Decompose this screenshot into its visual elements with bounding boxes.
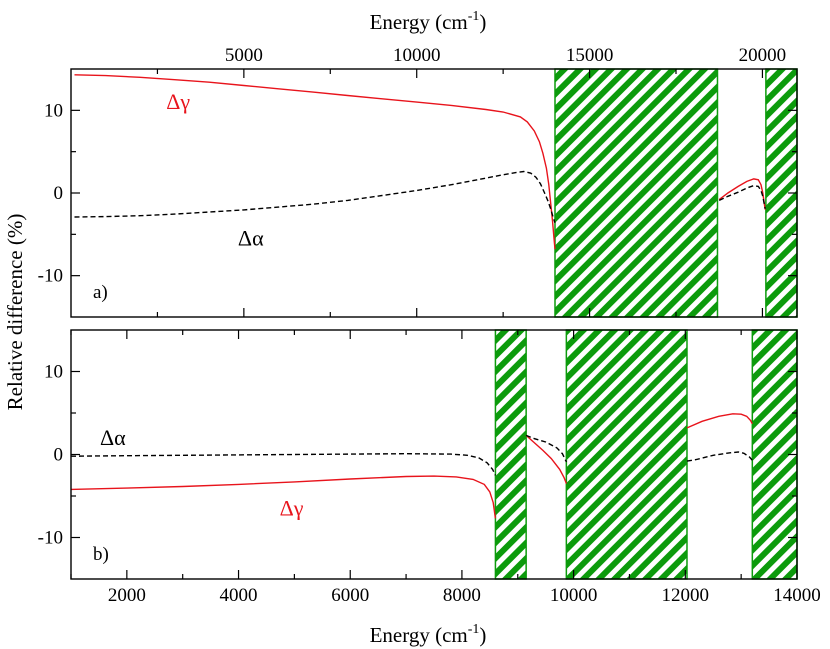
delta-gamma-line [686,413,753,429]
delta-gamma-line [74,74,556,250]
series-annotation: Δα [238,225,264,250]
panel-b-annotations: Δα Δγ [100,425,304,521]
x-axis-title-text: Energy (cm [370,623,468,647]
delta-alpha-line [74,170,556,224]
panel-b-series [70,413,753,519]
x-tick-label: 14000 [773,585,821,606]
y-tick-label: -10 [38,528,63,549]
x-axis-title-close: ) [479,623,486,647]
x-tick-label: 10000 [550,585,598,606]
panel-a-tick-labels: 5000 10000 15000 20000 -10 0 10 [38,45,787,287]
delta-alpha-line [686,451,753,462]
x-tick-label: 4000 [220,585,258,606]
series-annotation: Δγ [166,89,190,114]
delta-alpha-line [718,184,766,209]
x-tick-label: 15000 [566,45,614,66]
y-axis-title: Relative difference (%) [3,214,27,411]
panel-b-shaded-bands [494,329,798,580]
panel-b-label: b) [93,544,109,565]
x-tick-label: 2000 [108,585,146,606]
shaded-band [554,68,719,318]
y-tick-label: 0 [54,445,64,466]
panel-a-series [74,74,766,250]
delta-gamma-line [718,178,766,210]
panel-a-shaded-bands [554,68,798,318]
series-annotation: Δα [100,425,126,450]
x-tick-label: 8000 [443,585,481,606]
panel-b-x-axis-title: Energy (cm-1) [370,622,487,647]
delta-alpha-line [525,434,568,463]
panel-b-ticks [70,330,798,579]
panel-a-chart: 5000 10000 15000 20000 -10 0 10 a) Δγ Δα Energy… [38,9,798,318]
panel-a-label: a) [93,282,108,303]
delta-alpha-line [70,452,497,476]
x-tick-label: 5000 [225,45,263,66]
panel-a-x-axis-title: Energy (cm-1) [370,9,487,34]
delta-gamma-line [70,475,497,519]
panel-a-ticks [71,69,797,317]
x-axis-title-superscript: -1 [468,9,480,24]
panel-a-annotations: Δγ Δα [166,89,264,250]
y-tick-label: 10 [44,362,63,383]
y-tick-label: 10 [44,100,63,121]
x-axis-title-text: Energy (cm [370,10,468,34]
shaded-band [565,329,688,580]
x-axis-title-superscript: -1 [468,622,480,637]
panel-b-tick-labels: 2000 4000 6000 8000 10000 12000 14000 -10 0 10 [38,362,821,607]
x-tick-label: 6000 [331,585,369,606]
series-annotation: Δγ [280,495,304,520]
x-tick-label: 12000 [662,585,710,606]
y-tick-label: 0 [54,183,64,204]
x-tick-label: 20000 [739,45,787,66]
y-tick-label: -10 [38,266,63,287]
panel-b-chart: 2000 4000 6000 8000 10000 12000 14000 -10 0 10 b)… [38,329,821,647]
x-tick-label: 10000 [393,45,441,66]
delta-gamma-line [525,434,568,484]
x-axis-title-close: ) [479,10,486,34]
shaded-band [494,329,527,580]
